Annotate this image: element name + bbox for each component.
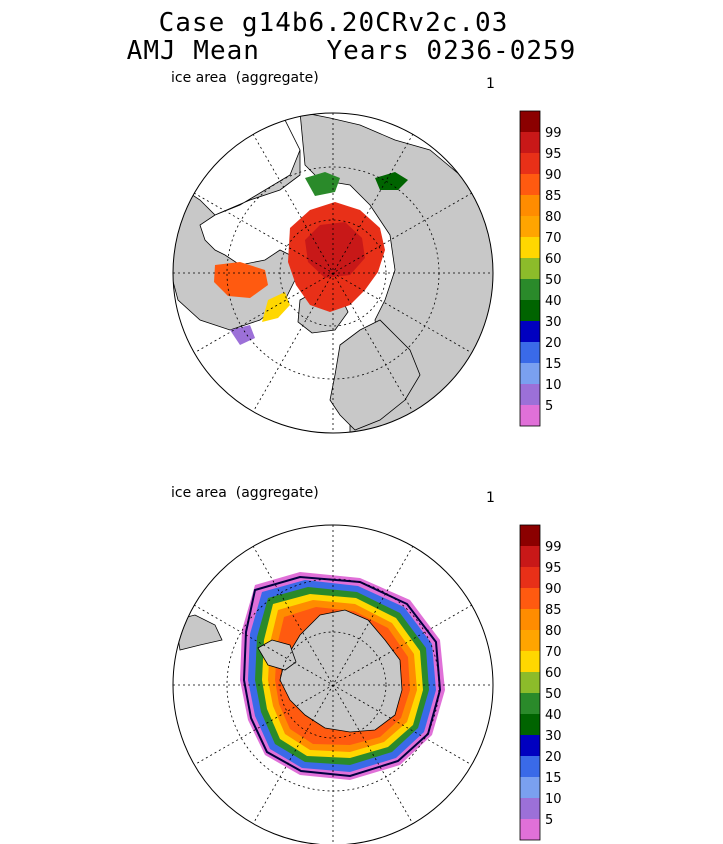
south-land-antarctica [279, 609, 403, 733]
north-ice-fringe [230, 325, 255, 345]
south-panel-label: ice area (aggregate) [171, 485, 319, 501]
north-colorbar-segment [520, 363, 540, 384]
south-map-border [172, 524, 494, 844]
south-colorbar-tick-label: 10 [545, 792, 562, 807]
south-colorbar-segment [520, 546, 540, 567]
north-panel-number: 1 [486, 76, 495, 92]
north-colorbar-tick-label: 85 [545, 189, 562, 204]
south-colorbar-segment [520, 693, 540, 714]
south-land-south-america [174, 614, 223, 651]
south-colorbar-segment [520, 714, 540, 735]
north-colorbar-tick-label: 70 [545, 231, 562, 246]
north-colorbar-tick-label: 15 [545, 357, 562, 372]
south-colorbar-segment [520, 735, 540, 756]
south-colorbar-segment [520, 798, 540, 819]
title-line-1: Case g14b6.20CRv2c.03 [158, 8, 509, 38]
north-land-asia [299, 113, 493, 433]
south-colorbar-segment [520, 609, 540, 630]
north-map-border [172, 112, 494, 434]
south-colorbar-tick-label: 30 [545, 729, 562, 744]
south-colorbar-segment [520, 567, 540, 588]
south-ice-edge [242, 575, 442, 778]
north-colorbar-tick-label: 10 [545, 378, 562, 393]
south-colorbar-tick-label: 40 [545, 708, 562, 723]
north-colorbar-tick-label: 99 [545, 126, 562, 141]
south-land-peninsula [257, 639, 297, 671]
south-colorbar-tick-label: 90 [545, 582, 562, 597]
north-colorbar-tick-label: 90 [545, 168, 562, 183]
north-ice-hudson [214, 262, 268, 298]
south-colorbar-tick-label: 50 [545, 687, 562, 702]
south-colorbar-segment [520, 672, 540, 693]
south-colorbar-tick-label: 99 [545, 540, 562, 555]
title-line-2: AMJ Mean Years 0236-0259 [126, 36, 577, 66]
south-colorbar-segment [520, 525, 540, 546]
north-land-america [173, 113, 301, 331]
north-colorbar-tick-label: 50 [545, 273, 562, 288]
north-colorbar-segment [520, 300, 540, 321]
south-colorbar-tick-label: 80 [545, 624, 562, 639]
north-colorbar-segment [520, 342, 540, 363]
north-land-europe [329, 319, 421, 431]
south-colorbar-segment [520, 777, 540, 798]
south-colorbar-tick-label: 60 [545, 666, 562, 681]
south-colorbar-tick-label: 85 [545, 603, 562, 618]
north-ice-core [305, 222, 365, 278]
north-colorbar: 5 10 15 20 30 40 50 60 70 80 85 90 95 99 [519, 110, 562, 427]
north-ice-labrador [262, 292, 290, 322]
north-colorbar-segment [520, 216, 540, 237]
south-colorbar-tick-label: 95 [545, 561, 562, 576]
north-ice-bering [305, 172, 340, 196]
south-colorbar-segment [520, 630, 540, 651]
south-colorbar-tick-label: 70 [545, 645, 562, 660]
north-colorbar-tick-label: 30 [545, 315, 562, 330]
south-map [173, 525, 493, 844]
north-colorbar-segment [520, 153, 540, 174]
north-colorbar-tick-label: 60 [545, 252, 562, 267]
north-colorbar-tick-label: 20 [545, 336, 562, 351]
north-map [173, 113, 493, 433]
south-panel-number: 1 [486, 490, 495, 506]
north-ice-okhotsk [375, 172, 408, 190]
south-colorbar-border [519, 524, 541, 841]
south-colorbar-tick-label: 20 [545, 750, 562, 765]
north-colorbar-segment [520, 321, 540, 342]
north-colorbar-tick-label: 40 [545, 294, 562, 309]
north-colorbar-segment [520, 237, 540, 258]
north-colorbar-tick-label: 95 [545, 147, 562, 162]
north-colorbar-border [519, 110, 541, 427]
north-colorbar-segment [520, 384, 540, 405]
north-colorbar-segment [520, 111, 540, 132]
north-colorbar-segment [520, 174, 540, 195]
south-colorbar-tick-label: 5 [545, 813, 553, 828]
south-colorbar-tick-label: 15 [545, 771, 562, 786]
north-colorbar-segment [520, 195, 540, 216]
north-colorbar-segment [520, 258, 540, 279]
north-colorbar-tick-label: 80 [545, 210, 562, 225]
north-colorbar-segment [520, 279, 540, 300]
south-colorbar: 5 10 15 20 30 40 50 60 70 80 85 90 95 99 [519, 524, 562, 841]
south-colorbar-segment [520, 651, 540, 672]
north-colorbar-segment [520, 132, 540, 153]
south-colorbar-segment [520, 756, 540, 777]
south-colorbar-segment [520, 588, 540, 609]
north-colorbar-segment [520, 405, 540, 426]
north-colorbar-tick-label: 5 [545, 399, 553, 414]
north-panel-label: ice area (aggregate) [171, 70, 319, 86]
south-colorbar-segment [520, 819, 540, 840]
